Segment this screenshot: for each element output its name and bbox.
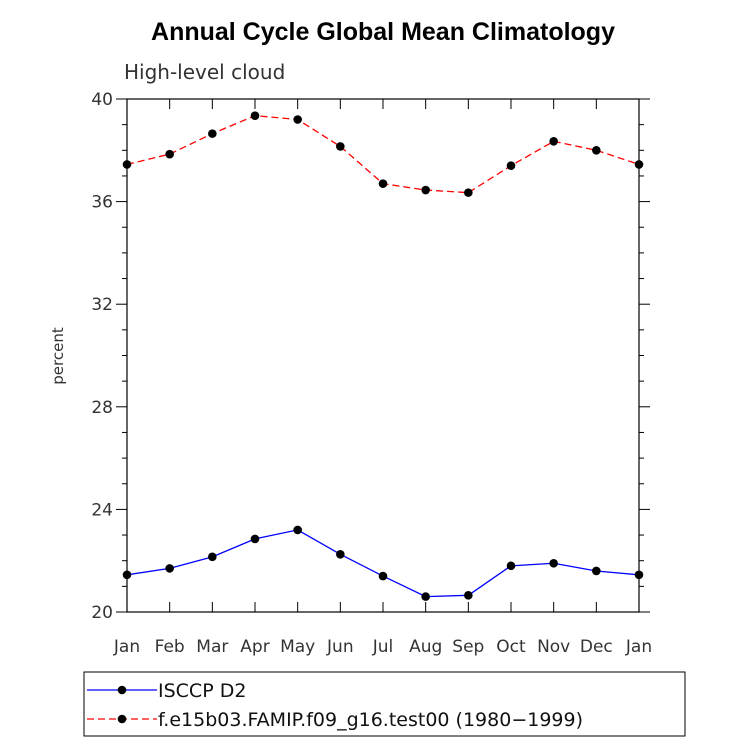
series-2 (122, 111, 644, 197)
data-point (592, 566, 601, 576)
legend-label: ISCCP D2 (158, 680, 246, 702)
data-point (122, 160, 132, 169)
x-tick-label: May (280, 637, 315, 657)
x-tick-label: Jan (625, 637, 652, 657)
y-tick-label: 40 (91, 90, 113, 110)
y-tick-label: 20 (91, 603, 113, 623)
x-tick-label: Mar (196, 637, 228, 657)
data-point (293, 115, 302, 124)
y-axis-label: percent (49, 327, 67, 385)
legend-item: ISCCP D2 (87, 680, 246, 702)
series-lines (122, 111, 644, 601)
data-point (421, 185, 430, 195)
series-1 (122, 525, 644, 601)
data-point (549, 137, 558, 146)
data-point (165, 149, 174, 159)
chart-title: Annual Cycle Global Mean Climatology (151, 18, 615, 46)
data-point (165, 564, 174, 573)
legend-marker (117, 685, 127, 695)
data-point (506, 161, 516, 170)
data-point (208, 129, 217, 138)
plot-frame (126, 98, 640, 613)
x-tick-label: Jun (326, 637, 354, 657)
y-tick-label: 36 (91, 193, 113, 213)
legend-marker (117, 714, 127, 724)
data-point (464, 188, 473, 197)
data-point (464, 591, 473, 600)
x-tick-label: Apr (240, 637, 269, 657)
legend-frame (83, 671, 686, 737)
data-point (634, 160, 644, 169)
tick-marks (116, 98, 650, 613)
x-tick-label: Oct (496, 637, 526, 657)
tick-labels: Jan Feb Mar Apr May Jun Jul Aug Sep Oct Nov Dec Jan2… (91, 90, 652, 657)
legend-label: f.e15b03.FAMIP.f09_g16.test00 (1980−1999… (158, 709, 583, 731)
legend: ISCCP D2 f.e15b03.FAMIP.f09_g16.test00 (1… (83, 671, 686, 737)
data-point (122, 570, 132, 580)
x-tick-label: Dec (580, 637, 613, 657)
data-point (336, 142, 345, 151)
x-tick-label: Aug (409, 637, 442, 657)
y-tick-label: 24 (91, 500, 113, 520)
y-tick-label: 32 (91, 295, 113, 315)
data-point (208, 552, 217, 562)
data-point (378, 571, 388, 581)
series-line (126, 529, 640, 598)
x-tick-label: Jul (372, 637, 394, 657)
data-point (634, 570, 644, 580)
data-point (421, 592, 430, 601)
data-point (592, 146, 601, 155)
legend-items: ISCCP D2 f.e15b03.FAMIP.f09_g16.test00 (1… (87, 680, 583, 731)
legend-item: f.e15b03.FAMIP.f09_g16.test00 (1980−1999… (87, 709, 583, 731)
x-tick-label: Sep (452, 637, 484, 657)
x-tick-label: Jan (113, 637, 140, 657)
chart-subtitle: High-level cloud (124, 60, 285, 84)
data-point (378, 179, 388, 188)
x-tick-label: Nov (537, 637, 570, 657)
data-point (549, 558, 558, 568)
x-tick-label: Feb (155, 637, 185, 657)
data-point (250, 111, 260, 120)
data-point (293, 525, 302, 535)
data-point (336, 549, 345, 559)
data-point (250, 534, 260, 544)
y-tick-label: 28 (91, 398, 113, 418)
data-point (506, 561, 516, 571)
